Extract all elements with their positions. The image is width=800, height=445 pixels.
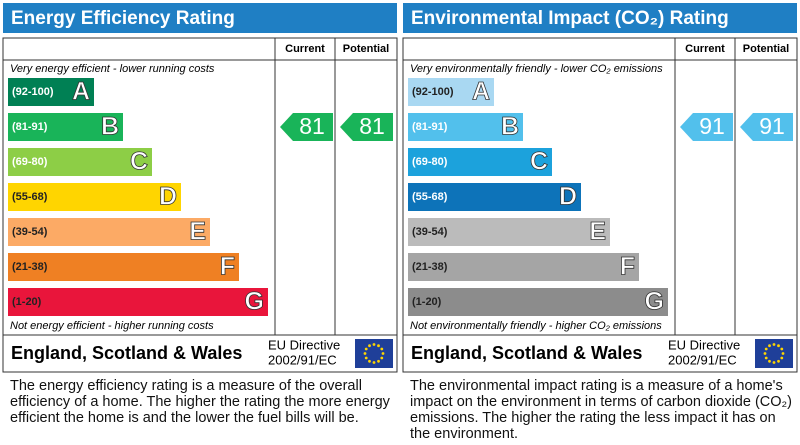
column-header: Potential: [343, 43, 389, 55]
band-range: (21-38): [12, 261, 48, 273]
flag-star: [380, 356, 384, 360]
column-header: Current: [685, 43, 725, 55]
flag-star: [372, 343, 376, 346]
flag-star: [364, 356, 368, 360]
band-letter: G: [245, 288, 264, 316]
bottom-note: Not environmentally friendly - higher CO…: [410, 320, 662, 332]
band-letter: C: [530, 148, 548, 176]
title: Energy Efficiency Rating: [11, 8, 235, 29]
rating-value: 81: [359, 113, 385, 139]
column-header: Potential: [743, 43, 789, 55]
region: England, Scotland & Wales: [11, 343, 242, 363]
band: [408, 148, 552, 176]
flag-star: [764, 356, 768, 360]
band-letter: F: [220, 253, 235, 281]
band: [408, 218, 610, 246]
flag-star: [381, 352, 385, 355]
flag-star: [780, 356, 784, 360]
band-range: (81-91): [12, 121, 48, 133]
band: [408, 113, 523, 141]
top-note: Very environmentally friendly - lower CO…: [410, 63, 663, 75]
band-range: (55-68): [412, 191, 448, 203]
title: Environmental Impact (CO₂) Rating: [411, 8, 729, 29]
band-range: (69-80): [412, 156, 448, 168]
rating-arrow: [280, 113, 333, 141]
band: [8, 288, 268, 316]
band-range: (92-100): [412, 86, 454, 98]
band-range: (39-54): [412, 226, 448, 238]
band-range: (69-80): [12, 156, 48, 168]
flag-star: [380, 347, 384, 351]
flag-star: [768, 359, 771, 363]
directive-code: 2002/91/EC: [668, 352, 737, 367]
flag-star: [368, 359, 371, 363]
epc-graphic: Energy Efficiency Rating Current Potential…: [2, 3, 798, 373]
band-range: (1-20): [12, 296, 42, 308]
rating-arrow: [740, 113, 793, 141]
flag-star: [772, 361, 776, 364]
band: [408, 78, 494, 106]
band: [8, 148, 152, 176]
band-letter: A: [472, 78, 490, 106]
title-bar: [403, 3, 797, 33]
top-note: Very energy efficient - lower running co…: [10, 63, 215, 75]
flag-star: [777, 359, 780, 363]
band-range: (39-54): [12, 226, 48, 238]
directive: EU Directive: [268, 337, 340, 352]
band: [8, 253, 239, 281]
band: [408, 183, 581, 211]
description: The environmental impact rating is a mea…: [410, 378, 792, 442]
bottom-note: Not energy efficient - higher running co…: [10, 320, 214, 332]
band-letter: D: [559, 183, 577, 211]
band-letter: D: [159, 183, 177, 211]
directive-code: 2002/91/EC: [268, 352, 337, 367]
band-letter: G: [645, 288, 664, 316]
band-letter: E: [589, 218, 606, 246]
flag-star: [777, 344, 780, 348]
band: [8, 78, 94, 106]
flag-star: [772, 343, 776, 346]
flag-star: [768, 344, 771, 348]
flag-star: [363, 352, 367, 355]
description: The energy efficiency rating is a measur…: [10, 378, 390, 426]
band-letter: B: [101, 113, 119, 141]
title-bar: [3, 3, 397, 33]
rating-arrow: [680, 113, 733, 141]
rating-value: 91: [699, 113, 725, 139]
flag-star: [763, 352, 767, 355]
band-range: (81-91): [412, 121, 448, 133]
rating-value: 81: [299, 113, 325, 139]
flag-star: [368, 344, 371, 348]
band-letter: B: [501, 113, 519, 141]
band: [408, 253, 639, 281]
band-range: (21-38): [412, 261, 448, 273]
band-range: (1-20): [412, 296, 442, 308]
region: England, Scotland & Wales: [411, 343, 642, 363]
flag-star: [764, 347, 768, 351]
rating-value: 91: [759, 113, 785, 139]
band: [8, 183, 181, 211]
band-letter: E: [189, 218, 206, 246]
band: [8, 218, 210, 246]
flag-star: [781, 352, 785, 355]
column-header: Current: [285, 43, 325, 55]
flag-star: [377, 359, 380, 363]
band-letter: C: [130, 148, 148, 176]
band-letter: F: [620, 253, 635, 281]
band: [408, 288, 668, 316]
flag-star: [372, 361, 376, 364]
band-range: (92-100): [12, 86, 54, 98]
flag-star: [780, 347, 784, 351]
band-range: (55-68): [12, 191, 48, 203]
flag-star: [377, 344, 380, 348]
rating-arrow: [340, 113, 393, 141]
band: [8, 113, 123, 141]
flag-star: [364, 347, 368, 351]
band-letter: A: [72, 78, 90, 106]
directive: EU Directive: [668, 337, 740, 352]
